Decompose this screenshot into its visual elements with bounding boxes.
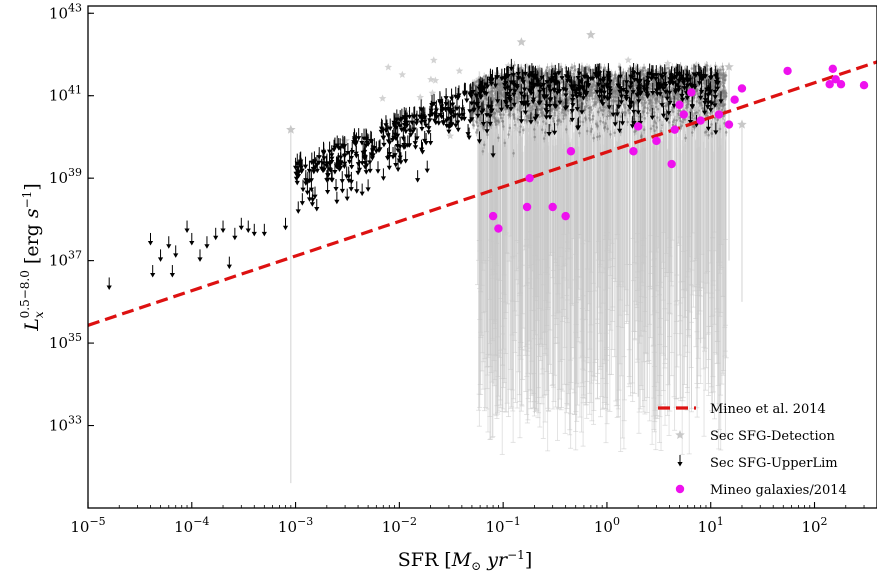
detection-point [574, 68, 577, 71]
detection-point [697, 101, 701, 104]
detection-point [644, 69, 647, 72]
detection-point [544, 122, 548, 125]
detection-point [707, 133, 710, 137]
detection-point [591, 97, 595, 100]
detection-point [719, 68, 723, 71]
detection-point [659, 129, 663, 133]
detection-point [595, 100, 598, 104]
detection-point [564, 128, 568, 131]
detection-point [599, 119, 602, 123]
detection-point [623, 106, 627, 109]
detection-point [532, 128, 536, 131]
detection-point [626, 120, 629, 124]
detection-point [652, 124, 655, 128]
detection-point [667, 66, 671, 70]
detection-point [585, 129, 589, 133]
detection-point [591, 117, 595, 121]
detection-point [579, 68, 583, 72]
detection-point [654, 105, 658, 109]
detection-point [578, 120, 582, 124]
detection-point [543, 131, 547, 134]
detection-point [656, 116, 659, 119]
detection-point [713, 116, 717, 120]
detection-point [695, 100, 699, 103]
detection-point [653, 129, 656, 133]
detection-point [690, 131, 694, 134]
detection-point [599, 66, 603, 69]
detection-point [559, 120, 563, 123]
detection-point [585, 66, 589, 69]
detection-point [717, 102, 720, 106]
detection-point [682, 118, 685, 121]
detection-point [518, 130, 522, 134]
detection-point [642, 66, 646, 69]
detection-point [643, 117, 647, 120]
detection-point [536, 121, 539, 124]
detection-point [560, 80, 564, 84]
detection-point [716, 118, 719, 122]
detection-point [552, 119, 556, 123]
detection-point [502, 113, 505, 116]
detection-point [657, 100, 661, 104]
detection-point [604, 106, 608, 109]
detection-point [720, 108, 724, 112]
detection-point [481, 150, 485, 153]
detection-point [641, 103, 645, 107]
detection-point [516, 108, 519, 111]
detection-errorbar-band [290, 66, 743, 484]
detection-point [646, 106, 649, 110]
detection-point [655, 126, 658, 129]
detection-point [598, 134, 601, 138]
detection-point [470, 105, 474, 109]
detection-point [710, 123, 713, 126]
detection-point [656, 107, 660, 111]
detection-point [652, 111, 656, 114]
detection-point [715, 98, 718, 102]
detection-point [667, 121, 671, 124]
detection-point [718, 127, 722, 131]
detection-point [642, 128, 646, 132]
detection-point [540, 128, 544, 132]
detection-point [508, 126, 512, 130]
detection-point [646, 111, 649, 115]
detection-point [523, 118, 527, 122]
detection-point [546, 66, 549, 69]
detection-point [709, 112, 712, 115]
detection-point [621, 111, 624, 114]
detection-point [589, 106, 592, 109]
detection-point [512, 152, 515, 155]
detection-point [670, 86, 674, 90]
detection-point [482, 143, 486, 147]
detection-point [533, 135, 537, 139]
detection-point [527, 109, 531, 113]
detection-point [511, 113, 515, 116]
